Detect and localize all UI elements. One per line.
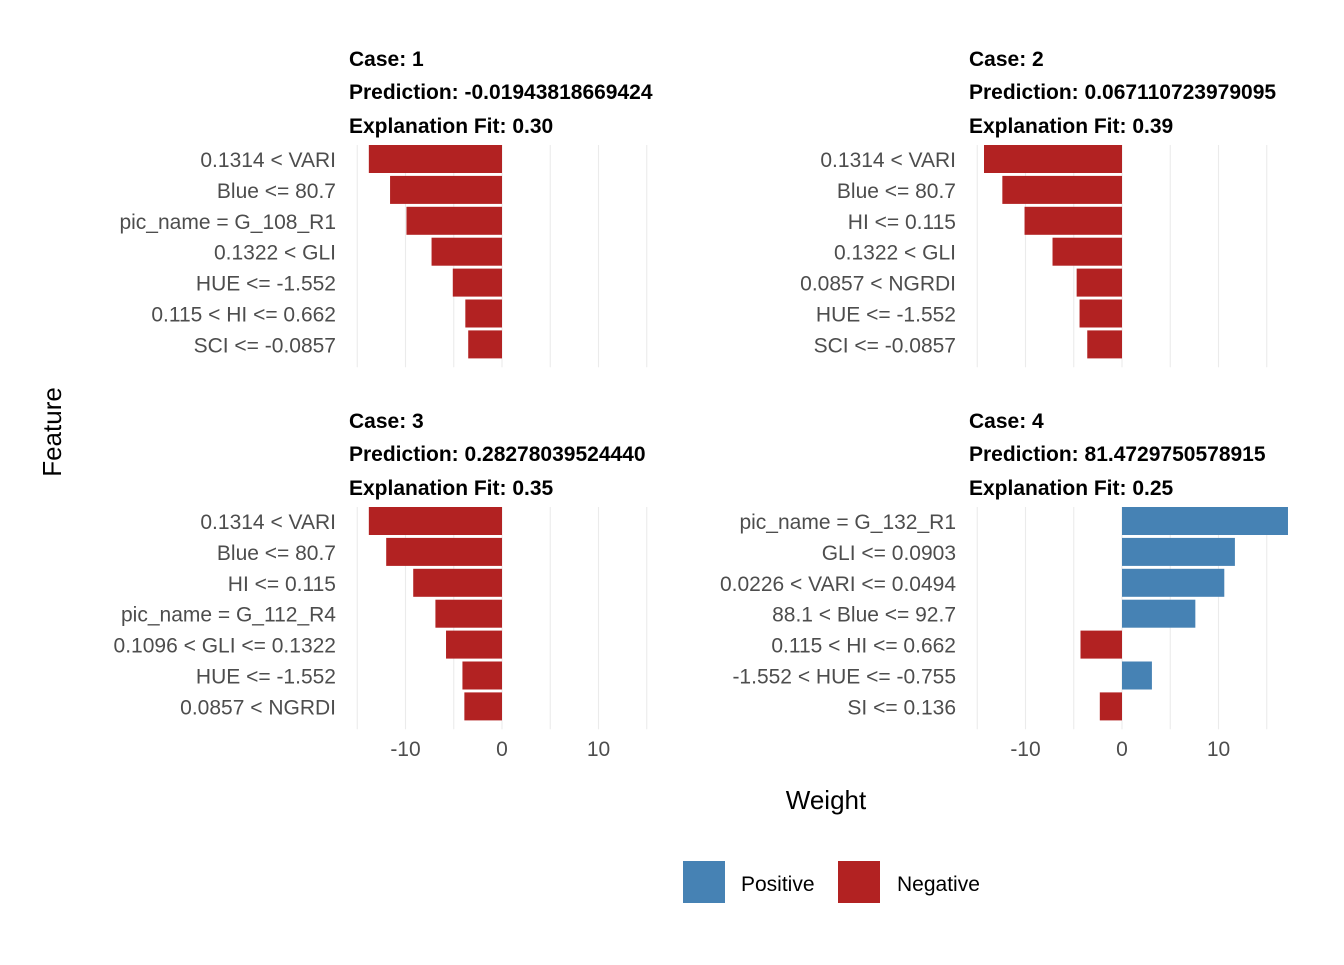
feature-label: GLI <= 0.0903 — [822, 542, 956, 565]
bar-negative — [1087, 330, 1122, 359]
feature-label: 0.1314 < VARI — [820, 149, 956, 172]
feature-label: 0.0226 < VARI <= 0.0494 — [720, 573, 956, 596]
panel-title: Case: 1 Prediction: -0.01943818669424 Expl… — [349, 48, 653, 138]
bar-negative — [431, 237, 502, 266]
feature-label: HI <= 0.115 — [228, 573, 336, 596]
bar-positive — [1122, 568, 1225, 597]
feature-label: pic_name = G_112_R4 — [121, 604, 336, 627]
bar-negative — [368, 145, 502, 173]
feature-label: 0.1096 < GLI <= 0.1322 — [114, 635, 336, 658]
feature-label: 0.115 < HI <= 0.662 — [151, 304, 336, 327]
feature-label: HI <= 0.115 — [848, 211, 956, 234]
feature-label: pic_name = G_108_R1 — [119, 211, 336, 234]
feature-label: SCI <= -0.0857 — [194, 334, 336, 357]
panel-case-2: Case: 2 Prediction: 0.067110723979095 Expl… — [800, 48, 1276, 368]
panel-case-4: Case: 4 Prediction: 81.4729750578915 Expla… — [720, 410, 1288, 761]
case-title: Case: 2 — [969, 48, 1044, 71]
panel-title: Case: 3 Prediction: 0.28278039524440 Expla… — [349, 410, 646, 500]
bar-negative — [390, 175, 502, 204]
bar-negative — [435, 599, 502, 628]
feature-label: pic_name = G_132_R1 — [739, 511, 956, 534]
legend-swatch-negative — [838, 861, 880, 903]
bar-negative — [1076, 268, 1122, 297]
feature-label: 0.1314 < VARI — [200, 511, 336, 534]
y-axis-title: Feature — [37, 387, 67, 477]
bar-negative — [406, 206, 502, 235]
facet-panels: Case: 1 Prediction: -0.01943818669424 Expl… — [114, 48, 1288, 761]
x-tick-label: 0 — [496, 738, 508, 761]
panel-case-3: Case: 3 Prediction: 0.28278039524440 Expla… — [114, 410, 648, 761]
legend-label-positive: Positive — [741, 873, 815, 896]
x-axis-title: Weight — [786, 785, 867, 815]
x-tick-label: 10 — [1207, 738, 1230, 761]
explanation-fit-title: Explanation Fit: 0.39 — [969, 115, 1173, 138]
bar-negative — [386, 537, 502, 566]
prediction-title: Prediction: 0.067110723979095 — [969, 81, 1276, 104]
bar-negative — [462, 661, 502, 690]
bar-positive — [1122, 599, 1196, 628]
feature-label: HUE <= -1.552 — [196, 273, 336, 296]
prediction-title: Prediction: -0.01943818669424 — [349, 81, 653, 104]
bar-negative — [468, 330, 502, 359]
case-title: Case: 3 — [349, 410, 424, 433]
bar-negative — [413, 568, 502, 597]
feature-label: 0.1314 < VARI — [200, 149, 336, 172]
feature-label: 0.0857 < NGRDI — [800, 273, 956, 296]
bar-negative — [1002, 175, 1122, 204]
panel-case-1: Case: 1 Prediction: -0.01943818669424 Expl… — [119, 48, 653, 368]
panel-title: Case: 2 Prediction: 0.067110723979095 Expl… — [969, 48, 1276, 138]
panel-title: Case: 4 Prediction: 81.4729750578915 Expla… — [969, 410, 1266, 500]
case-title: Case: 1 — [349, 48, 424, 71]
x-tick-label: -10 — [390, 738, 420, 761]
feature-label: Blue <= 80.7 — [217, 542, 336, 565]
feature-label: 0.115 < HI <= 0.662 — [771, 635, 956, 658]
prediction-title: Prediction: 0.28278039524440 — [349, 443, 646, 466]
explanation-fit-title: Explanation Fit: 0.35 — [349, 477, 554, 500]
legend: Positive Negative — [683, 861, 980, 903]
bar-negative — [452, 268, 502, 297]
bar-positive — [1122, 661, 1152, 690]
legend-label-negative: Negative — [897, 873, 980, 896]
prediction-title: Prediction: 81.4729750578915 — [969, 443, 1266, 466]
legend-swatch-positive — [683, 861, 725, 903]
feature-label: 88.1 < Blue <= 92.7 — [772, 604, 956, 627]
bar-negative — [464, 692, 502, 721]
bar-negative — [1052, 237, 1122, 266]
bar-positive — [1122, 507, 1288, 535]
x-tick-label: 0 — [1116, 738, 1128, 761]
feature-label: SI <= 0.136 — [847, 696, 956, 719]
bar-negative — [1079, 299, 1122, 328]
feature-label: Blue <= 80.7 — [217, 180, 336, 203]
bar-negative — [368, 507, 502, 535]
feature-label: 0.1322 < GLI — [214, 242, 336, 265]
bar-negative — [1024, 206, 1122, 235]
bar-negative — [1080, 630, 1122, 659]
feature-label: SCI <= -0.0857 — [814, 334, 956, 357]
bar-negative — [446, 630, 502, 659]
case-title: Case: 4 — [969, 410, 1044, 433]
feature-label: -1.552 < HUE <= -0.755 — [732, 666, 956, 689]
x-tick-label: -10 — [1010, 738, 1040, 761]
bar-negative — [984, 145, 1122, 173]
explanation-fit-title: Explanation Fit: 0.25 — [969, 477, 1174, 500]
explanation-fit-title: Explanation Fit: 0.30 — [349, 115, 553, 138]
feature-label: 0.0857 < NGRDI — [180, 696, 336, 719]
bar-positive — [1122, 537, 1235, 566]
feature-label: Blue <= 80.7 — [837, 180, 956, 203]
bar-negative — [465, 299, 502, 328]
bar-negative — [1099, 692, 1122, 721]
feature-label: 0.1322 < GLI — [834, 242, 956, 265]
feature-label: HUE <= -1.552 — [196, 666, 336, 689]
feature-label: HUE <= -1.552 — [816, 304, 956, 327]
x-tick-label: 10 — [587, 738, 610, 761]
